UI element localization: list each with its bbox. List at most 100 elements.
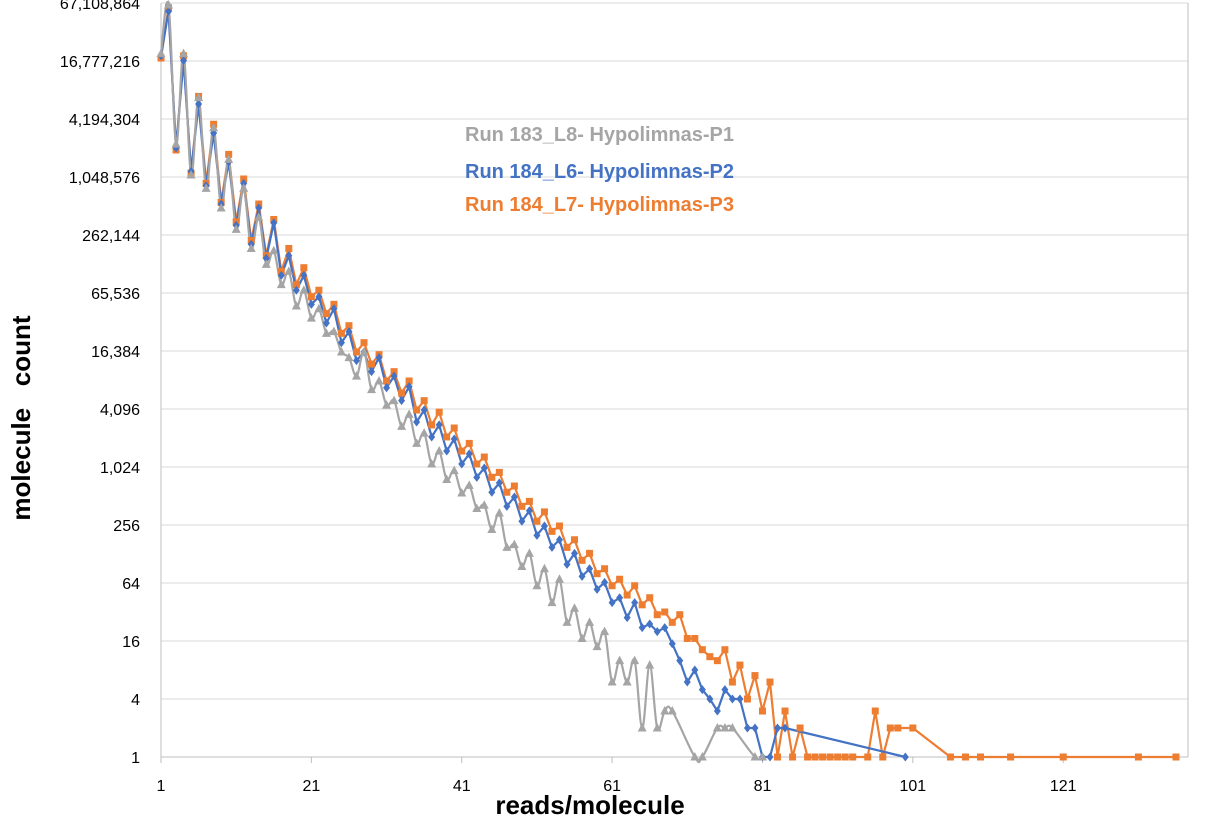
data-point-p3: [601, 565, 609, 573]
data-point-p3: [864, 753, 872, 761]
data-point-p3: [736, 661, 744, 669]
data-point-p1: [306, 313, 316, 322]
data-point-p3: [563, 543, 571, 551]
x-tick-label: 81: [754, 778, 772, 795]
data-point-p3: [488, 473, 496, 481]
y-tick-label: 16,384: [91, 344, 140, 361]
data-point-p1: [216, 202, 226, 212]
data-point-p2: [277, 270, 285, 280]
data-point-p3: [743, 695, 751, 703]
data-point-p1: [524, 548, 534, 557]
data-point-p1: [509, 539, 519, 549]
data-point-p3: [849, 753, 857, 761]
data-point-p2: [488, 487, 496, 497]
data-point-p1: [645, 660, 655, 669]
data-point-p2: [601, 577, 609, 587]
legend: Run 183_L8- Hypolimnas-P1 Run 184_L6- Hy…: [465, 124, 734, 216]
data-point-p3: [909, 724, 917, 732]
data-point-p1: [336, 346, 346, 356]
data-point-p2: [195, 99, 203, 109]
data-point-p1: [554, 574, 564, 583]
x-tick-label: 41: [453, 778, 471, 795]
data-point-p2: [330, 304, 338, 314]
data-point-p3: [586, 549, 594, 557]
data-point-p3: [706, 653, 714, 661]
data-point-p1: [449, 465, 459, 475]
data-point-p3: [480, 453, 488, 461]
data-point-p2: [398, 396, 406, 406]
data-point-p1: [246, 243, 256, 252]
data-point-p3: [894, 724, 902, 732]
data-point-p3: [751, 672, 759, 680]
data-point-p2: [443, 446, 451, 456]
data-point-p1: [457, 488, 467, 497]
data-point-p2: [465, 449, 473, 459]
data-point-p1: [750, 752, 760, 761]
data-point-p2: [661, 623, 669, 633]
data-point-p2: [405, 382, 413, 392]
data-point-p1: [607, 677, 617, 686]
data-point-p3: [337, 329, 345, 337]
data-point-p3: [300, 264, 308, 272]
data-point-p1: [517, 561, 527, 570]
data-point-p1: [547, 597, 557, 607]
data-point-p2: [352, 356, 360, 366]
data-point-p2: [593, 584, 601, 594]
data-point-p2: [375, 353, 383, 363]
data-point-p1: [224, 154, 234, 163]
data-point-p2: [638, 623, 646, 633]
data-point-p2: [698, 685, 706, 695]
data-point-p1: [442, 474, 452, 483]
data-point-p3: [661, 608, 669, 616]
y-tick-label: 1: [131, 750, 140, 767]
y-axis-title: molecule count: [6, 315, 36, 520]
x-tick-label: 1: [157, 778, 166, 795]
legend-entry-p1: Run 183_L8- Hypolimnas-P1: [465, 124, 734, 146]
data-point-p2: [540, 521, 548, 531]
data-point-p2: [691, 665, 699, 675]
data-point-p1: [374, 375, 384, 385]
data-point-p2: [450, 434, 458, 444]
data-point-p3: [383, 377, 391, 385]
data-point-p1: [156, 48, 166, 58]
data-point-p1: [585, 617, 595, 626]
data-point-p3: [315, 286, 323, 294]
data-point-p3: [1134, 753, 1142, 761]
data-point-p2: [781, 723, 789, 733]
y-tick-label: 67,108,864: [60, 0, 140, 13]
data-point-p2: [420, 405, 428, 415]
data-point-p2: [510, 492, 518, 502]
data-point-p2: [503, 501, 511, 511]
data-point-p1: [434, 446, 444, 455]
y-tick-label: 4,096: [100, 402, 140, 419]
data-point-p2: [586, 564, 594, 574]
data-point-p3: [946, 753, 954, 761]
data-point-p3: [473, 460, 481, 468]
data-point-p1: [299, 285, 309, 294]
data-point-p2: [495, 478, 503, 488]
data-point-p2: [292, 285, 300, 295]
data-point-p3: [796, 724, 804, 732]
data-point-p3: [345, 322, 353, 330]
data-point-p1: [427, 459, 437, 468]
data-point-p3: [405, 377, 413, 385]
data-point-p1: [630, 655, 640, 665]
data-point-p3: [555, 522, 563, 530]
data-point-p3: [420, 397, 428, 405]
x-axis-title: reads/molecule: [495, 790, 684, 820]
data-point-p3: [826, 753, 834, 761]
data-point-p3: [698, 646, 706, 654]
data-point-p3: [533, 517, 541, 525]
data-point-p3: [676, 611, 684, 619]
data-point-p3: [428, 421, 436, 429]
data-point-p2: [548, 542, 556, 552]
data-point-p2: [413, 417, 421, 427]
data-point-p2: [270, 218, 278, 228]
data-point-p3: [540, 508, 548, 516]
data-point-p3: [368, 360, 376, 368]
data-point-p1: [239, 183, 249, 192]
data-point-p1: [194, 92, 204, 102]
data-point-p1: [727, 723, 737, 732]
data-point-p3: [465, 439, 473, 447]
data-point-p2: [901, 752, 909, 762]
